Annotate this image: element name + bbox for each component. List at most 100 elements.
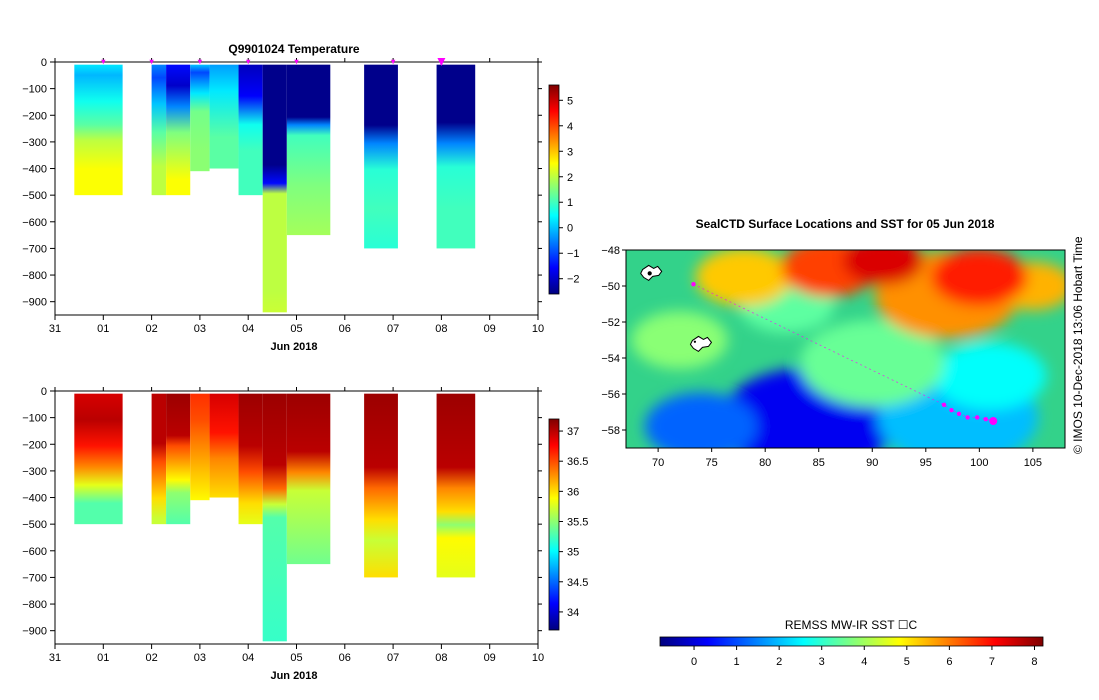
sst-colorbar-tick-label: 6 [946,656,952,668]
lon-tick-label: 80 [759,457,771,469]
salinity-x-ticks: 31 01 02 03 04 05 06 07 08 09 10 [49,387,544,664]
sst-colorbar-tick-label: 3 [819,656,825,668]
x-tick-label: 03 [194,323,206,335]
profile-column [436,393,476,578]
track-point [941,402,947,407]
island-shape [689,335,713,353]
lon-tick-label: 70 [652,457,664,469]
y-tick-label: −900 [22,297,47,309]
lon-tick-label: 75 [706,457,718,469]
profile-marker [437,58,446,66]
profile-column [190,64,210,172]
colorbar-tick-label: 36.5 [567,456,588,468]
profile-column [74,64,123,196]
profile-marker [390,59,396,65]
sst-blob [933,342,1047,410]
sst-colorbar-tick-label: 0 [691,656,697,668]
map-lon-ticks: 70 75 80 85 90 95 100 105 [652,448,1042,469]
x-tick-label: 06 [339,652,351,664]
profile-column [74,393,123,525]
colorbar-tick-label: 36 [567,486,579,498]
profile-column [286,64,331,236]
y-tick-label: −800 [22,270,47,282]
y-tick-label: 0 [41,386,47,398]
x-tick-label: 31 [49,323,61,335]
x-tick-label: 10 [532,652,544,664]
y-tick-label: −500 [22,190,47,202]
profile-marker [246,59,251,65]
colorbar-tick-label: 34 [567,607,579,619]
profile-column [238,64,263,196]
x-tick-label: 06 [339,323,351,335]
x-tick-label: 02 [145,323,157,335]
lat-tick-label: −48 [601,245,620,257]
x-tick-label: 05 [290,323,302,335]
temperature-title: Q9901024 Temperature [228,42,360,56]
lon-tick-label: 90 [866,457,878,469]
colorbar-tick-label: 35.5 [567,516,588,528]
colorbar-tick-label: 0 [567,223,573,235]
temperature-panel: Q9901024 Temperature 0 −100 −200 −300 −400 −5… [22,42,579,353]
temperature-colorbar-ticks: 5 4 3 2 1 0 −1 −2 [559,95,580,286]
sst-blobs [631,250,1065,448]
colorbar-tick-label: −2 [567,274,580,286]
x-tick-label: 05 [290,652,302,664]
colorbar-tick-label: 1 [567,197,573,209]
side-credit-text: © IMOS 10-Dec-2018 13:06 Hobart Time [1071,236,1085,454]
track-point [956,411,962,416]
y-tick-label: −500 [22,519,47,531]
profile-column [151,393,167,525]
lat-tick-label: −58 [601,425,620,437]
temperature-profiles [74,64,476,313]
profile-marker [149,59,154,65]
sst-blob [931,250,1028,306]
sst-blob [695,250,792,306]
y-tick-label: −300 [22,137,47,149]
island-detail [693,340,697,343]
profile-markers [101,58,446,66]
colorbar-tick-label: 37 [567,426,579,438]
y-tick-label: −700 [22,243,47,255]
y-tick-label: −200 [22,439,47,451]
map-lat-ticks: −48 −50 −52 −54 −56 −58 [601,245,626,437]
x-tick-label: 08 [435,323,447,335]
track-point [691,282,696,287]
sst-colorbar-tick-label: 7 [989,656,995,668]
y-tick-label: −100 [22,84,47,96]
salinity-y-ticks: 0 −100 −200 −300 −400 −500 −600 −700 −800 −900 [22,386,542,638]
map-frame [625,249,1066,449]
y-tick-label: −600 [22,546,47,558]
sst-colorbar-ticks: 0 1 2 3 4 5 6 7 8 [691,646,1038,668]
x-tick-label: 02 [145,652,157,664]
sst-blob [644,392,758,448]
x-tick-label: 07 [387,652,399,664]
x-tick-label: 01 [97,652,109,664]
profile-column [190,393,210,501]
y-tick-label: −300 [22,466,47,478]
sst-blob [842,250,924,285]
lat-tick-label: −50 [601,281,620,293]
y-tick-label: −400 [22,164,47,176]
x-tick-label: 01 [97,323,109,335]
track-point [965,415,970,420]
salinity-colorbar [548,418,560,631]
colorbar-tick-label: 2 [567,172,573,184]
side-credit-container: © IMOS 10-Dec-2018 13:06 Hobart Time [1062,176,1092,456]
temperature-colorbar [548,84,560,295]
sst-colorbar [659,636,1044,647]
x-tick-label: 31 [49,652,61,664]
profile-column [209,64,239,169]
sst-map-panel: SealCTD Surface Locations and SST for 05… [601,217,1066,668]
colorbar-tick-label: 5 [567,95,573,107]
profile-column [151,64,167,196]
sst-blob [799,320,945,407]
y-tick-label: −200 [22,110,47,122]
x-tick-label: 07 [387,323,399,335]
sst-colorbar-tick-label: 1 [734,656,740,668]
colorbar-tick-label: 35 [567,547,579,559]
sst-colorbar-tick-label: 8 [1031,656,1037,668]
lon-tick-label: 85 [813,457,825,469]
profile-column [364,64,398,249]
salinity-profiles [74,393,476,642]
y-tick-label: −600 [22,217,47,229]
